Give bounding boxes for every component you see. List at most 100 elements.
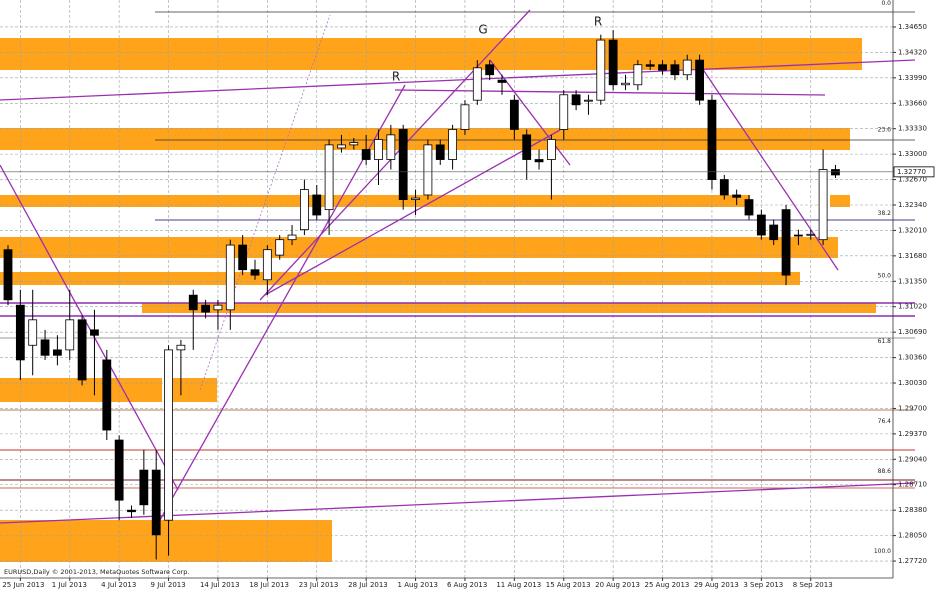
candle-body: [65, 319, 75, 351]
candle-body: [201, 304, 211, 313]
current-price-box: [893, 166, 935, 178]
candle-body: [596, 39, 606, 101]
candle-body: [756, 214, 766, 236]
zone: [0, 272, 800, 285]
y-tick-label: 1.33990: [898, 74, 927, 82]
x-tick-label: 25 Jun 2013: [2, 581, 44, 589]
y-tick-label: 1.28050: [898, 532, 927, 540]
zone: [0, 520, 332, 562]
x-tick-label: 18 Jul 2013: [249, 581, 289, 589]
candle-body: [102, 359, 112, 431]
candle-body: [349, 142, 359, 146]
candle-body: [262, 249, 272, 281]
candle-body: [53, 349, 62, 356]
candle-body: [28, 319, 38, 346]
candle-body: [794, 234, 803, 237]
candle-body: [435, 144, 445, 160]
y-tick-label: 1.33000: [898, 150, 927, 158]
candle-body: [250, 269, 260, 276]
x-tick-label: 14 Jul 2013: [200, 581, 240, 589]
y-tick-label: 1.30030: [898, 379, 927, 387]
candle-body: [386, 134, 396, 160]
trend-line: [489, 59, 571, 166]
fib-label: 50.0: [878, 272, 892, 279]
levels: [0, 9, 916, 524]
candle-body: [670, 64, 680, 76]
fib-label: 0.0: [881, 0, 891, 7]
candle-body: [460, 104, 470, 130]
candle-body: [472, 67, 482, 101]
fib-label: 38.2: [878, 210, 892, 217]
candle-body: [3, 249, 13, 301]
y-tick-label: 1.29040: [898, 455, 927, 463]
fib-label: 88.6: [878, 468, 892, 475]
candle-body: [448, 129, 458, 160]
zone: [0, 237, 838, 258]
candle-body: [497, 79, 507, 83]
candle-body: [571, 94, 581, 106]
watermark: EURUSD,Daily © 2001-2013, MetaQuotes Sof…: [4, 568, 189, 576]
x-tick-label: 3 Sep 2013: [743, 581, 783, 589]
trend-line: [394, 89, 826, 96]
candle-body: [831, 169, 840, 176]
x-tick-label: 20 Aug 2013: [595, 581, 640, 589]
x-tick-label: 1 Aug 2013: [398, 581, 438, 589]
candle-body: [225, 244, 235, 311]
y-tick-label: 1.33660: [898, 99, 927, 107]
candle-body: [608, 39, 618, 86]
trend-line: [0, 59, 916, 101]
candle-body: [621, 82, 630, 86]
zones: [0, 38, 876, 562]
zone: [0, 195, 750, 207]
trend-line: [264, 129, 561, 296]
candles: [3, 30, 840, 560]
candle-body: [398, 129, 408, 201]
zone: [142, 303, 876, 313]
y-tick-label: 1.28710: [898, 481, 927, 489]
candle-body: [374, 139, 383, 160]
annotation: R: [392, 70, 400, 84]
y-tick-label: 1.31350: [898, 277, 927, 285]
candle-body: [658, 64, 667, 71]
y-tick-label: 1.30690: [898, 328, 927, 336]
x-tick-label: 28 Jul 2013: [348, 581, 388, 589]
fib-label: 100.0: [874, 548, 891, 555]
candle-body: [90, 329, 99, 336]
y-tick-label: 1.32670: [898, 176, 927, 184]
candle-body: [213, 304, 223, 311]
x-tick-label: 4 Jul 2013: [101, 581, 136, 589]
y-tick-label: 1.34650: [898, 23, 927, 31]
candle-body: [361, 149, 371, 160]
candle-body: [485, 64, 495, 76]
candle-body: [337, 144, 346, 149]
y-tick-label: 1.30360: [898, 354, 927, 362]
y-tick-label: 1.31680: [898, 252, 927, 260]
candle-body: [559, 94, 569, 130]
zone: [0, 378, 162, 402]
candle-body: [732, 194, 742, 198]
candle-body: [423, 144, 433, 196]
candle-body: [522, 134, 532, 160]
candle-body: [781, 209, 791, 276]
zone: [0, 128, 850, 150]
x-tick-label: 1 Jul 2013: [52, 581, 87, 589]
candle-body: [509, 99, 519, 130]
y-tick-label: 1.29370: [898, 430, 927, 438]
fib-label: 76.4: [878, 418, 892, 425]
candle-body: [633, 64, 643, 86]
zone: [172, 378, 217, 402]
y-tick-label: 1.34320: [898, 48, 927, 56]
candle-body: [312, 194, 322, 216]
candle-body: [411, 197, 420, 201]
candle-body: [695, 59, 704, 101]
y-tick-label: 1.32340: [898, 201, 927, 209]
annotation: G: [478, 23, 487, 37]
y-tick-label: 1.32010: [898, 226, 927, 234]
candle-body: [77, 319, 87, 381]
candle-body: [682, 59, 692, 76]
candle-body: [15, 304, 25, 361]
candle-body: [139, 469, 149, 506]
candle-body: [299, 189, 309, 231]
candle-body: [127, 509, 136, 513]
